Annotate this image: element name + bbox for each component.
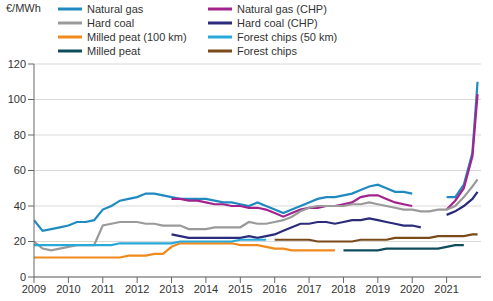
svg-text:60: 60: [14, 164, 26, 176]
svg-text:2013: 2013: [159, 283, 183, 295]
svg-text:40: 40: [14, 200, 26, 212]
svg-text:120: 120: [8, 58, 26, 70]
svg-text:2015: 2015: [228, 283, 252, 295]
svg-text:2011: 2011: [91, 283, 115, 295]
svg-text:80: 80: [14, 129, 26, 141]
svg-text:2018: 2018: [331, 283, 355, 295]
svg-text:2020: 2020: [400, 283, 424, 295]
svg-text:2009: 2009: [22, 283, 46, 295]
html-text:Natural gas: Natural gas: [87, 2, 144, 15]
svg-text:2016: 2016: [262, 283, 286, 295]
svg-text:20: 20: [14, 235, 26, 247]
html-text:Hard coal: Hard coal: [87, 16, 135, 29]
html-text:Hard coal (CHP): Hard coal (CHP): [237, 16, 318, 29]
svg-text:2019: 2019: [366, 283, 390, 295]
svg-text:0: 0: [20, 271, 26, 283]
svg-text:2012: 2012: [125, 283, 149, 295]
html-text:Forest chips: Forest chips: [237, 44, 297, 57]
html-text:Milled peat: Milled peat: [87, 44, 141, 57]
html-text:Milled peat (100 km): Milled peat (100 km): [87, 30, 187, 43]
svg-text:2014: 2014: [194, 283, 218, 295]
svg-text:2010: 2010: [56, 283, 80, 295]
html-text:Forest chips (50 km): Forest chips (50 km): [237, 30, 338, 43]
svg-text:2021: 2021: [434, 283, 458, 295]
svg-text:100: 100: [8, 93, 26, 105]
html-text:€/MWh: €/MWh: [6, 2, 41, 14]
svg-text:2017: 2017: [297, 283, 321, 295]
html-text:Natural gas (CHP): Natural gas (CHP): [237, 2, 327, 15]
